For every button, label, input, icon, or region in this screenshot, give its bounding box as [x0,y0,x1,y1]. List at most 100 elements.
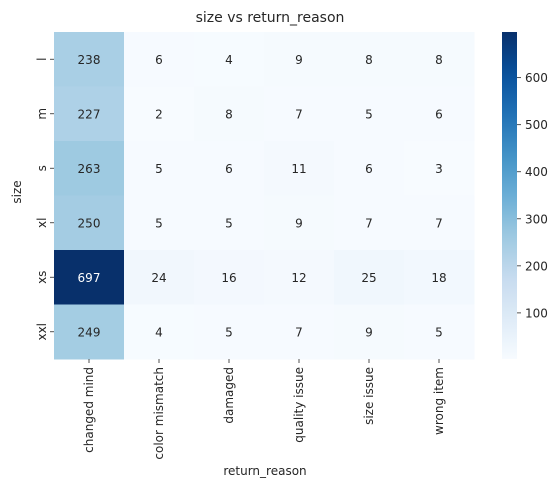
cell-value-label: 6 [365,162,373,176]
cell-value-label: 5 [155,162,163,176]
heatmap-cell [54,86,125,142]
cell-value-label: 7 [295,107,303,121]
cell-value-label: 227 [78,107,101,121]
x-tick-label: quality issue [292,367,306,443]
heatmap-cell [404,304,475,360]
heatmap-cell [404,86,475,142]
x-tick-label: changed mind [82,367,96,453]
cell-value-label: 4 [155,325,163,339]
y-tick-label: s [35,165,49,171]
heatmap-cell [404,195,475,251]
cell-value-label: 7 [435,216,443,230]
cell-value-label: 5 [225,325,233,339]
heatmap-cell [124,250,195,305]
heatmap-cell [264,86,335,142]
y-tick-label: m [35,108,49,120]
heatmap-cell [334,304,405,360]
cell-value-label: 250 [78,216,101,230]
heatmap-cell [334,86,405,142]
cell-value-label: 9 [295,216,303,230]
heatmap-cell [334,141,405,196]
heatmap-cell [124,86,195,142]
cell-value-label: 249 [78,325,101,339]
cell-value-label: 8 [435,53,443,67]
cell-value-label: 5 [365,107,373,121]
x-tick-label: damaged [222,367,236,424]
cell-value-label: 25 [361,271,376,285]
cell-value-label: 238 [78,53,101,67]
colorbar-tick-label: 100 [525,306,548,320]
colorbar-tick-label: 200 [525,259,548,273]
y-tick-label: xl [35,218,49,228]
cell-value-label: 263 [78,162,101,176]
cell-value-label: 12 [291,271,306,285]
cell-value-label: 5 [225,216,233,230]
y-tick-label: xs [35,271,49,284]
heatmap-cell [334,250,405,305]
heatmap-cell [124,141,195,196]
cell-value-label: 697 [78,271,101,285]
heatmap-cell [54,195,125,251]
cell-value-label: 5 [155,216,163,230]
y-tick-label: xxl [35,323,49,341]
heatmap-cell [404,32,475,87]
cell-value-label: 24 [151,271,166,285]
heatmap-cell [264,32,335,87]
heatmap-cell [404,141,475,196]
heatmap-cell [264,250,335,305]
cell-value-label: 4 [225,53,233,67]
heatmap-cell [54,141,125,196]
heatmap-cell [124,304,195,360]
x-tick-label: color mismatch [152,367,166,460]
y-axis-label: size [10,180,24,203]
cell-value-label: 8 [225,107,233,121]
heatmap-cell [194,195,265,251]
x-tick-label: size issue [362,367,376,425]
x-tick-label: wrong item [432,367,446,435]
cell-value-label: 9 [295,53,303,67]
cell-value-label: 6 [225,162,233,176]
colorbar-tick-label: 500 [525,118,548,132]
heatmap-cell [194,304,265,360]
cell-value-label: 6 [435,107,443,121]
heatmap-cell [194,250,265,305]
colorbar-tick-label: 600 [525,71,548,85]
heatmap-cell [54,304,125,360]
x-axis-ticks: changed mind color mismatch damaged quality… [82,359,446,460]
y-tick-label: l [35,58,49,61]
heatmap-cell [194,141,265,196]
heatmap-cell [264,304,335,360]
cell-value-label: 7 [365,216,373,230]
cell-value-label: 6 [155,53,163,67]
heatmap-cell [194,32,265,87]
cell-value-label: 5 [435,325,443,339]
heatmap-cell [124,32,195,87]
heatmap-cell [54,32,125,87]
cell-value-label: 16 [221,271,236,285]
heatmap-cell [264,141,335,196]
heatmap-cell [404,250,475,305]
heatmap-cells: 238 6 4 9 8 8 227 2 8 7 5 6 263 5 6 11 6 3 250 5 5 9 7 7 697 24 16… [54,32,475,360]
heatmap-cell [334,32,405,87]
colorbar-tick-label: 300 [525,212,548,226]
cell-value-label: 2 [155,107,163,121]
cell-value-label: 18 [431,271,446,285]
colorbar-ticks: 100 200 300 400 500 600 [517,71,548,320]
cell-value-label: 8 [365,53,373,67]
cell-value-label: 7 [295,325,303,339]
chart-title: size vs return_reason [196,10,345,26]
y-axis-ticks: l m s xl xs xxl [35,58,54,341]
colorbar-tick-label: 400 [525,165,548,179]
cell-value-label: 3 [435,162,443,176]
cell-value-label: 11 [291,162,306,176]
heatmap-cell [124,195,195,251]
colorbar [502,32,517,359]
cell-value-label: 9 [365,325,373,339]
heatmap-cell [194,86,265,142]
x-axis-label: return_reason [223,464,306,478]
heatmap-cell [264,195,335,251]
heatmap-cell [54,250,125,305]
heatmap-cell [334,195,405,251]
